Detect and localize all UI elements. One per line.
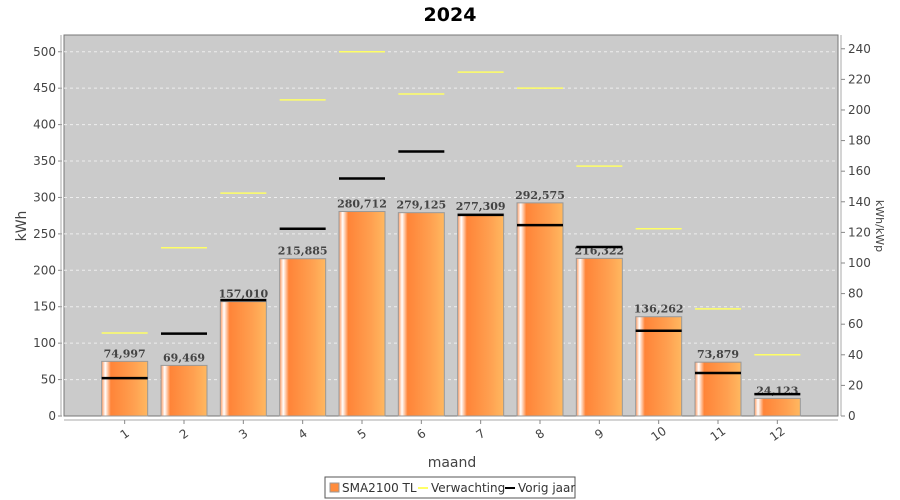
- legend-label-prev-year: Vorig jaar: [518, 481, 575, 495]
- x-tick-label: 6: [414, 426, 428, 442]
- bar: [160, 364, 208, 417]
- y-tick-label: 50: [41, 373, 56, 387]
- x-axis-label: maand: [428, 455, 477, 471]
- x-tick-label: 3: [236, 426, 250, 442]
- legend: SMA2100 TL Verwachting Vorig jaar: [324, 476, 576, 499]
- x-tick-label: 5: [355, 426, 369, 442]
- bar-value-label: 280,712: [337, 198, 387, 211]
- x-tick-label: 1: [118, 426, 132, 442]
- bar: [457, 213, 505, 417]
- bar: [635, 316, 683, 417]
- bar-value-label: 277,309: [456, 200, 506, 213]
- x-tick-label: 10: [648, 424, 669, 444]
- y2-tick-label: 100: [848, 256, 871, 270]
- y-tick-label: 100: [33, 336, 56, 350]
- y-tick-label: 400: [33, 118, 56, 132]
- bar-value-label: 136,262: [634, 303, 684, 316]
- bar-value-label: 279,125: [396, 199, 446, 212]
- bar-value-label: 74,997: [104, 347, 146, 360]
- y2-tick-label: 180: [848, 134, 871, 148]
- bar: [279, 258, 327, 417]
- x-tick-label: 2: [177, 426, 191, 442]
- y2-tick-label: 140: [848, 195, 871, 209]
- x-tick-label: 12: [767, 424, 788, 444]
- legend-label-bar: SMA2100 TL: [342, 481, 417, 495]
- bar-value-label: 24,123: [756, 384, 798, 397]
- legend-label-expected: Verwachting: [431, 481, 505, 495]
- y-tick-label: 0: [48, 409, 56, 423]
- y-tick-label: 150: [33, 300, 56, 314]
- y2-tick-label: 20: [848, 378, 863, 392]
- bar: [694, 361, 742, 417]
- y-tick-label: 200: [33, 263, 56, 277]
- y2-tick-label: 240: [848, 42, 871, 56]
- bar: [338, 211, 386, 417]
- y-tick-label: 350: [33, 154, 56, 168]
- bar-value-label: 292,575: [515, 189, 565, 202]
- y-tick-label: 450: [33, 81, 56, 95]
- y-tick-label: 250: [33, 227, 56, 241]
- bar: [753, 397, 801, 417]
- x-tick-label: 11: [708, 424, 729, 444]
- y-tick-label: 300: [33, 190, 56, 204]
- x-tick-label: 9: [592, 426, 606, 442]
- bar: [575, 257, 623, 417]
- x-tick-label: 8: [533, 426, 547, 442]
- bar-value-label: 73,879: [697, 348, 739, 361]
- bar: [101, 360, 149, 417]
- y2-axis-label: kWh/kWp: [873, 200, 886, 252]
- bar: [219, 301, 267, 417]
- y2-tick-label: 0: [848, 409, 856, 423]
- chart-title: 2024: [424, 4, 477, 26]
- y2-tick-label: 220: [848, 72, 871, 86]
- x-tick-label: 7: [474, 426, 488, 442]
- y2-tick-label: 40: [848, 348, 863, 362]
- y2-tick-label: 120: [848, 225, 871, 239]
- x-tick-label: 4: [296, 426, 310, 442]
- bar-value-label: 215,885: [278, 245, 328, 258]
- bar-value-label: 69,469: [163, 351, 205, 364]
- bar: [397, 212, 445, 417]
- y2-tick-label: 160: [848, 164, 871, 178]
- legend-swatch-bar: [329, 482, 340, 493]
- bar-value-label: 157,010: [218, 288, 268, 301]
- y-axis-label: kWh: [14, 211, 30, 242]
- y2-tick-label: 200: [848, 103, 871, 117]
- y2-tick-label: 80: [848, 287, 863, 301]
- y2-tick-label: 60: [848, 317, 863, 331]
- y-tick-label: 500: [33, 45, 56, 59]
- bar: [516, 202, 564, 417]
- plot-area: [63, 34, 839, 417]
